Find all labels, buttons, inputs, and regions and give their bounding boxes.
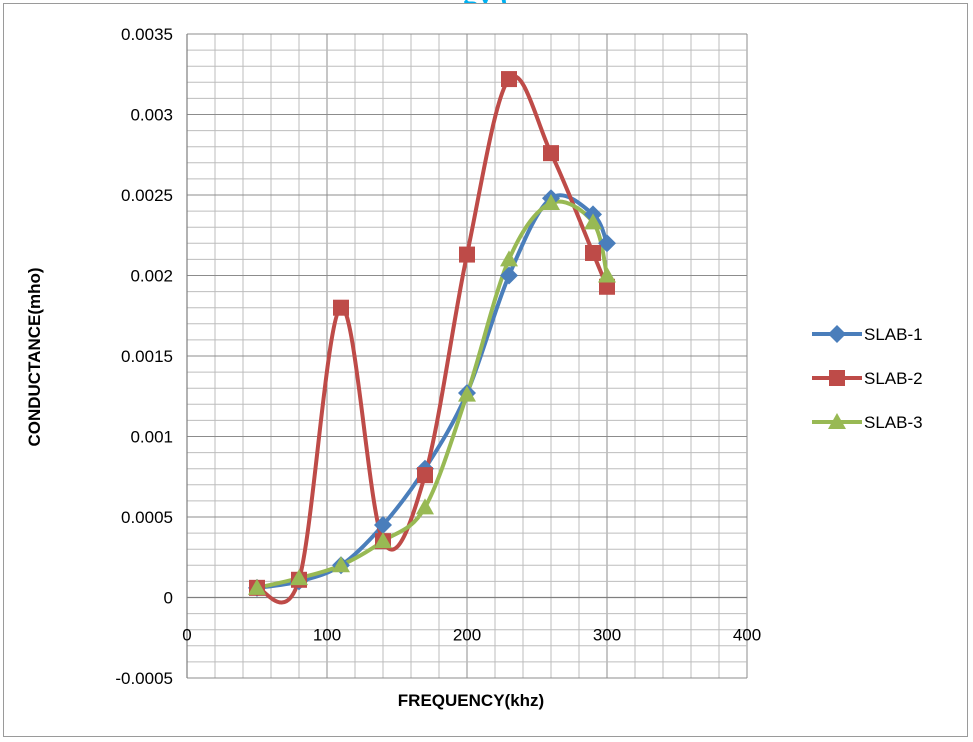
- legend-marker-slab-2: [829, 370, 845, 386]
- data-point-slab-3: [500, 250, 518, 267]
- series-line-slab-3: [256, 199, 609, 590]
- data-point-slab-3: [248, 578, 266, 595]
- series-line-slab-1: [256, 193, 609, 590]
- data-point-slab-3: [374, 532, 392, 549]
- y-axis-label: CONDUCTANCE(mho): [25, 267, 44, 446]
- legend: SLAB-1 SLAB-2 SLAB-3: [812, 325, 923, 432]
- legend-label-slab-3: SLAB-3: [864, 413, 923, 432]
- y-tick-label: 0.003: [130, 106, 173, 125]
- legend-label-slab-2: SLAB-2: [864, 369, 923, 388]
- y-tick-label: 0.0015: [121, 347, 173, 366]
- data-point-slab-3: [458, 385, 476, 402]
- data-point-slab-1: [374, 516, 392, 535]
- data-point-slab-3: [416, 498, 434, 515]
- data-point-slab-3: [542, 194, 560, 211]
- data-point-slab-2: [417, 467, 433, 484]
- x-axis-label: FREQUENCY(khz): [398, 691, 544, 710]
- data-point-slab-3: [598, 266, 616, 283]
- tick-labels: -0.0005 0 0.0005 0.001 0.0015 0.002 0.0025 0.00…: [115, 25, 761, 688]
- x-tick-label: 100: [313, 626, 341, 645]
- y-tick-label: 0.0025: [121, 186, 173, 205]
- y-tick-label: 0.0035: [121, 25, 173, 44]
- legend-marker-slab-3: [828, 413, 846, 429]
- legend-marker-slab-1: [828, 325, 846, 343]
- conductance-chart: -0.0005 0 0.0005 0.001 0.0015 0.002 0.0025 0.00…: [25, 25, 923, 710]
- x-tick-label: 300: [593, 626, 621, 645]
- legend-label-slab-1: SLAB-1: [864, 325, 923, 344]
- series-markers: [248, 71, 616, 597]
- data-point-slab-2: [333, 299, 349, 316]
- y-tick-label: 0.002: [130, 267, 173, 286]
- data-point-slab-3: [584, 213, 602, 230]
- data-point-slab-1: [500, 266, 518, 285]
- data-point-slab-2: [459, 246, 475, 263]
- y-tick-label: -0.0005: [115, 669, 173, 688]
- axes: [186, 34, 747, 678]
- chart-frame: -0.0005 0 0.0005 0.001 0.0015 0.002 0.0025 0.00…: [3, 3, 968, 737]
- data-point-slab-2: [501, 71, 517, 88]
- y-tick-label: 0.001: [130, 428, 173, 447]
- x-tick-label: 400: [733, 626, 761, 645]
- y-tick-label: 0: [164, 589, 173, 608]
- y-tick-label: 0.0005: [121, 508, 173, 527]
- data-point-slab-3: [332, 556, 350, 573]
- data-point-slab-1: [598, 234, 616, 253]
- x-tick-label: 200: [453, 626, 481, 645]
- x-tick-label: 0: [182, 626, 191, 645]
- grid: [186, 33, 748, 679]
- data-point-slab-2: [585, 244, 601, 261]
- data-point-slab-2: [543, 145, 559, 162]
- data-point-slab-2: [599, 278, 615, 295]
- data-point-slab-3: [290, 569, 308, 586]
